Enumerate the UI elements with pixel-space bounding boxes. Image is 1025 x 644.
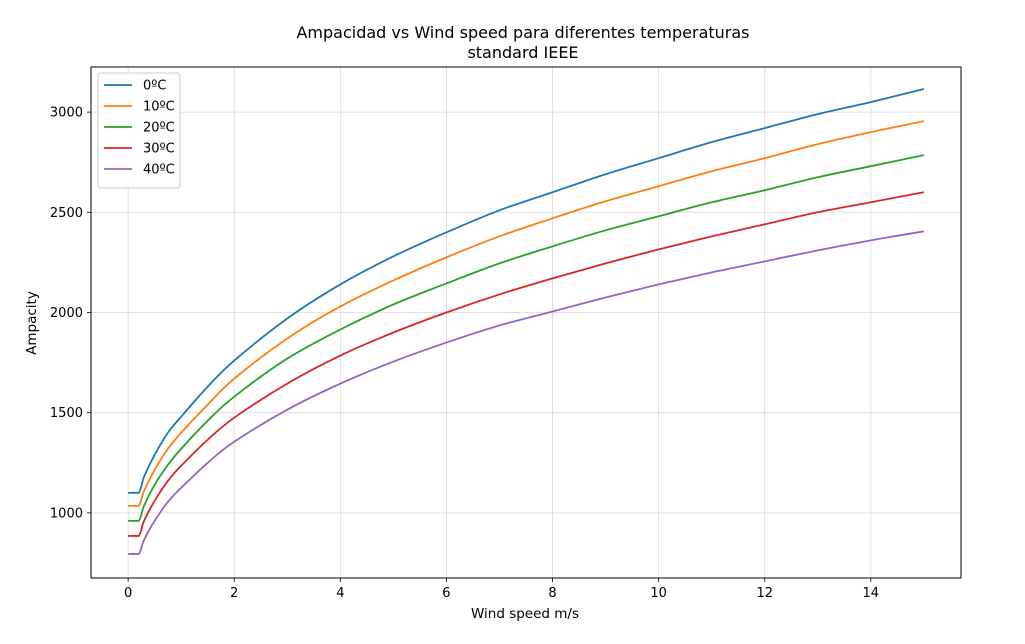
series-line-0: [128, 88, 925, 494]
series-line-4: [128, 230, 925, 555]
series-line-1: [128, 120, 925, 507]
series-line-3: [128, 191, 925, 537]
x-tick-label: 10: [650, 586, 667, 601]
x-tick-label: 6: [442, 586, 450, 601]
chart-subtitle: standard IEEE: [467, 43, 578, 62]
grid-lines: [91, 67, 961, 578]
y-tick-label: 2500: [50, 206, 83, 221]
series-line-2: [128, 154, 925, 522]
legend-box: [97, 72, 181, 189]
y-axis-label: Ampacity: [24, 291, 40, 355]
legend-label-0: 0ºC: [143, 79, 166, 94]
x-tick-label: 14: [863, 586, 880, 601]
legend-label-4: 40ºC: [143, 163, 175, 178]
legend-label-3: 30ºC: [143, 142, 175, 157]
y-tick-label: 3000: [50, 106, 83, 121]
y-tick-label: 2000: [50, 306, 83, 321]
x-tick-label: 0: [124, 586, 132, 601]
x-tick-label: 12: [756, 586, 773, 601]
x-axis-label: Wind speed m/s: [471, 606, 579, 622]
legend-label-2: 20ºC: [143, 121, 175, 136]
x-tick-label: 8: [548, 586, 556, 601]
chart-title: Ampacidad vs Wind speed para diferentes …: [296, 23, 749, 42]
y-tick-label: 1500: [50, 406, 83, 421]
legend: 0ºC 10ºC 20ºC 30ºC 40ºC: [97, 72, 181, 189]
x-tick-label: 4: [336, 586, 344, 601]
legend-label-1: 10ºC: [143, 100, 175, 115]
axis-ticks: 0 2 4 6 8 10 12 14 1000 1500 2000 2500 3000: [50, 106, 879, 601]
y-tick-label: 1000: [50, 506, 83, 521]
x-tick-label: 2: [230, 586, 238, 601]
series-layer: [128, 88, 925, 555]
plot-frame: [90, 66, 962, 579]
